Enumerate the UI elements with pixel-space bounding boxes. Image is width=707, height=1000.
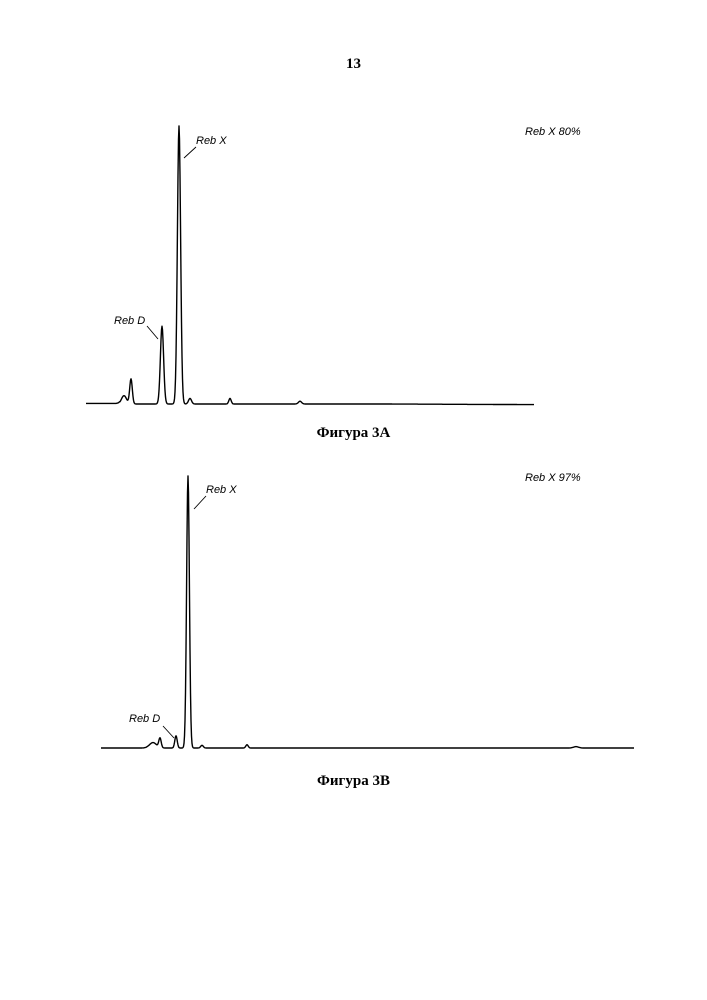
reb-x-leader-line: [194, 496, 206, 509]
chromatogram-3b-plot: Reb X Reb D Reb X 97%: [0, 0, 707, 780]
reb-x-peak-label: Reb X: [206, 484, 237, 496]
chromatogram-3b: Reb X Reb D Reb X 97%: [0, 0, 707, 780]
reb-d-leader-line: [163, 726, 174, 738]
purity-label: Reb X 97%: [525, 472, 581, 484]
chromatogram-3b-trace: [101, 476, 634, 748]
reb-d-peak-label: Reb D: [129, 713, 160, 725]
figure-caption-3b: Фигура 3B: [0, 773, 707, 790]
